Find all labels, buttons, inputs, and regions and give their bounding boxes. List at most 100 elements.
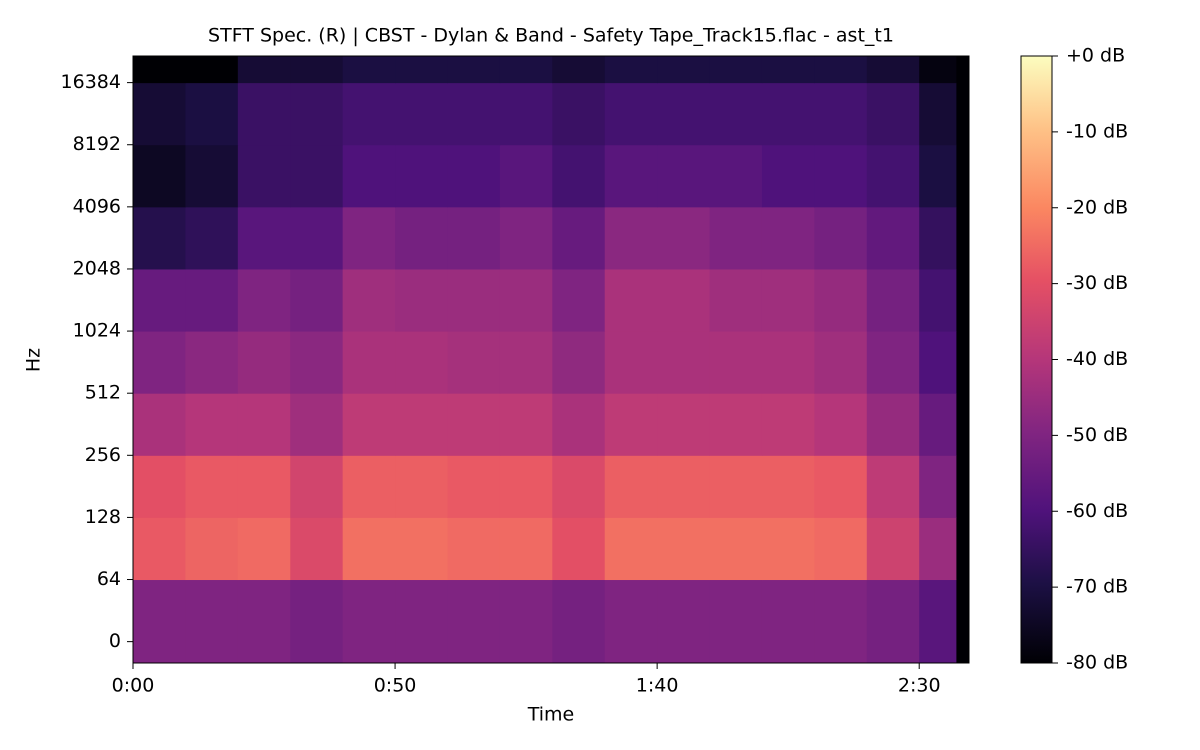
spectrogram-cell: [133, 268, 186, 332]
spectrogram-cell: [709, 579, 763, 664]
y-tick-label: 0: [109, 630, 121, 652]
spectrogram-cell: [447, 144, 501, 208]
spectrogram-cell: [919, 331, 957, 394]
spectrogram-cell: [342, 82, 396, 146]
spectrogram-cell: [552, 393, 606, 456]
spectrogram-cell: [866, 455, 920, 518]
spectrogram-cell: [919, 206, 957, 270]
spectrogram-cell: [761, 206, 815, 270]
spectrogram-cell: [290, 56, 344, 84]
spectrogram-cell: [342, 393, 396, 456]
spectrogram-cell: [919, 455, 957, 518]
spectrogram-cell: [290, 393, 344, 456]
spectrogram-cell: [395, 268, 448, 332]
spectrogram-cell: [552, 455, 606, 518]
chart-title: STFT Spec. (R) | CBST - Dylan & Band - S…: [208, 25, 894, 47]
spectrogram-cell: [237, 331, 291, 394]
spectrogram-cell: [866, 56, 920, 84]
spectrogram-cell: [866, 206, 920, 270]
spectrogram-cell: [814, 56, 868, 84]
spectrogram-cell: [395, 56, 448, 84]
spectrogram-cell: [919, 56, 957, 84]
spectrogram-cell: [447, 82, 501, 146]
spectrogram-cell: [342, 579, 396, 664]
spectrogram-cell: [919, 144, 957, 208]
x-tick-label: 0:00: [112, 675, 155, 697]
spectrogram-cell: [709, 268, 763, 332]
spectrogram-cell: [919, 268, 957, 332]
spectrogram-cell: [499, 331, 553, 394]
plot-frame: [132, 55, 970, 664]
spectrogram-cell: [709, 144, 763, 208]
spectrogram-cell: [185, 393, 239, 456]
spectrogram-cell: [814, 206, 868, 270]
y-tick-label: 4096: [73, 195, 121, 217]
colorbar-tick-label: -10 dB: [1066, 120, 1128, 142]
spectrogram-cell: [866, 517, 920, 581]
spectrogram-cell: [185, 144, 239, 208]
spectrogram-cell: [761, 82, 815, 146]
spectrogram-cell: [447, 393, 501, 456]
y-tick-label: 64: [97, 568, 121, 590]
y-tick-label: 256: [85, 444, 121, 466]
spectrogram-cell: [814, 455, 868, 518]
spectrogram-cell: [499, 393, 553, 456]
spectrogram-cell: [657, 144, 711, 208]
spectrogram-cell: [552, 517, 606, 581]
x-tick-label: 2:30: [898, 675, 941, 697]
spectrogram-cell: [499, 144, 553, 208]
spectrogram-cell: [133, 144, 186, 208]
spectrogram-cell: [237, 56, 291, 84]
spectrogram-cell: [237, 455, 291, 518]
spectrogram-cell: [133, 517, 186, 581]
spectrogram-cell: [761, 331, 815, 394]
spectrogram-cell: [814, 393, 868, 456]
x-tick-label: 1:40: [636, 675, 679, 697]
spectrogram-cell: [133, 393, 186, 456]
spectrogram-cell: [499, 82, 553, 146]
spectrogram-cell: [604, 393, 658, 456]
spectrogram-cell: [290, 144, 344, 208]
x-axis-label: Time: [527, 704, 575, 726]
spectrogram-cell: [604, 268, 658, 332]
spectrogram-cell: [657, 56, 711, 84]
spectrogram-cell: [552, 331, 606, 394]
spectrogram-cell: [447, 206, 501, 270]
spectrogram-cell: [447, 331, 501, 394]
spectrogram-cell: [761, 144, 815, 208]
spectrogram-cell: [552, 268, 606, 332]
spectrogram-cell: [447, 579, 501, 664]
spectrogram-cell: [919, 393, 957, 456]
spectrogram-cell: [342, 144, 396, 208]
spectrogram-cell: [604, 56, 658, 84]
spectrogram-cell: [395, 82, 448, 146]
colorbar-tick-label: -60 dB: [1066, 500, 1128, 522]
spectrogram-cell: [866, 144, 920, 208]
spectrogram-cell: [657, 455, 711, 518]
y-tick-label: 2048: [73, 257, 121, 279]
spectrogram-cell: [342, 455, 396, 518]
spectrogram-cell: [604, 331, 658, 394]
colorbar-tick-label: -40 dB: [1066, 348, 1128, 370]
spectrogram-cell: [342, 331, 396, 394]
spectrogram-cell: [447, 56, 501, 84]
spectrogram-cell: [709, 517, 763, 581]
spectrogram-cell: [185, 56, 239, 84]
spectrogram-cell: [237, 517, 291, 581]
spectrogram-cell: [919, 579, 957, 664]
colorbar-tick-label: +0 dB: [1066, 45, 1125, 67]
spectrogram-cell: [604, 206, 658, 270]
spectrogram-cell: [657, 331, 711, 394]
spectrogram-cell: [814, 517, 868, 581]
spectrogram-cell: [814, 579, 868, 664]
spectrogram-cell: [447, 268, 501, 332]
spectrogram-cell: [761, 393, 815, 456]
y-tick-label: 128: [85, 506, 121, 528]
spectrogram-cell: [237, 144, 291, 208]
spectrogram-cell: [133, 579, 186, 664]
spectrogram-cell: [499, 579, 553, 664]
spectrogram-cell: [133, 455, 186, 518]
spectrogram-cell: [552, 56, 606, 84]
spectrogram-cell: [709, 206, 763, 270]
spectrogram-cell: [133, 331, 186, 394]
